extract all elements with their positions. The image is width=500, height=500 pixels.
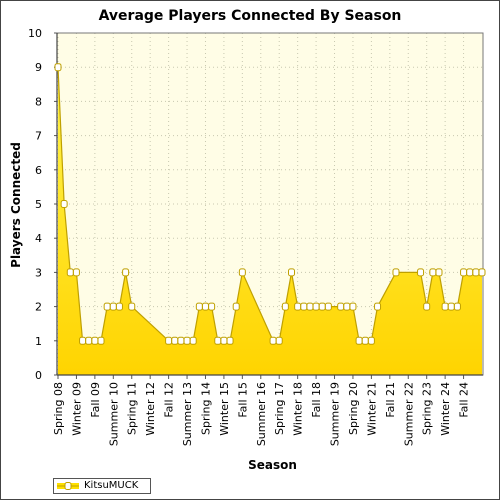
x-tick-label: Summer 10	[107, 382, 120, 446]
data-point	[72, 268, 80, 277]
y-tick-label: 7	[35, 130, 42, 143]
data-point	[165, 336, 173, 345]
x-tick-label: Spring 20	[347, 382, 360, 435]
data-point	[478, 268, 486, 277]
data-point	[183, 336, 191, 345]
data-point	[91, 336, 99, 345]
data-point	[275, 336, 283, 345]
legend-label: KitsuMUCK	[84, 480, 139, 491]
data-point	[349, 302, 357, 311]
x-tick-label: Fall 21	[384, 382, 397, 418]
x-tick-label: Fall 09	[89, 382, 102, 418]
data-point	[171, 336, 179, 345]
data-point	[79, 336, 87, 345]
data-point	[214, 336, 222, 345]
data-point	[226, 336, 234, 345]
data-point	[269, 336, 277, 345]
y-tick-label: 3	[35, 266, 42, 279]
y-tick-label: 0	[35, 369, 42, 382]
x-tick-label: Winter 15	[218, 382, 231, 436]
y-tick-label: 9	[35, 61, 42, 74]
y-tick-label: 10	[28, 27, 42, 40]
data-point	[189, 336, 197, 345]
data-point	[60, 200, 68, 208]
data-point	[374, 302, 382, 311]
data-point	[361, 336, 369, 345]
data-point	[423, 302, 431, 311]
data-point	[177, 336, 185, 345]
data-point	[392, 268, 400, 277]
data-point	[417, 268, 425, 277]
data-point	[109, 302, 117, 311]
data-point	[294, 302, 302, 311]
data-point	[306, 302, 314, 311]
x-tick-label: Fall 18	[310, 382, 323, 418]
x-tick-label: Spring 08	[52, 382, 65, 435]
chart-title: Average Players Connected By Season	[98, 8, 402, 24]
x-tick-label: Spring 17	[273, 382, 286, 435]
x-tick-label: Fall 24	[458, 382, 471, 418]
y-tick-label: 4	[35, 232, 42, 245]
data-point	[441, 302, 449, 311]
x-tick-label: Summer 19	[329, 382, 342, 446]
x-tick-label: Fall 15	[236, 382, 249, 418]
legend-swatch	[57, 482, 79, 490]
x-tick-label: Fall 12	[163, 382, 176, 418]
data-point	[208, 302, 216, 311]
data-point	[115, 302, 123, 311]
data-point	[201, 302, 209, 311]
data-point	[435, 268, 443, 277]
data-point	[195, 302, 203, 311]
data-point	[460, 268, 468, 277]
data-point	[447, 302, 455, 311]
x-tick-label: Spring 23	[421, 382, 434, 435]
data-point	[324, 302, 332, 311]
data-point	[122, 268, 130, 277]
x-axis-title: Season	[248, 458, 297, 472]
data-point	[300, 302, 308, 311]
x-tick-label: Spring 14	[199, 382, 212, 435]
x-tick-label: Winter 09	[70, 382, 83, 436]
data-point	[466, 268, 474, 277]
y-tick-label: 6	[35, 164, 42, 177]
data-point	[312, 302, 320, 311]
y-tick-label: 8	[35, 95, 42, 108]
y-tick-label: 1	[35, 335, 42, 348]
data-point	[232, 302, 240, 311]
x-tick-label: Winter 21	[365, 382, 378, 436]
data-point	[238, 268, 246, 277]
x-tick-label: Summer 16	[255, 382, 268, 446]
data-point	[128, 302, 136, 311]
data-point	[97, 336, 105, 345]
x-tick-label: Summer 22	[402, 382, 415, 446]
data-point	[429, 268, 437, 277]
data-point	[220, 336, 228, 345]
x-tick-label: Winter 12	[144, 382, 157, 436]
data-point	[318, 302, 326, 311]
data-point	[54, 63, 62, 72]
data-point	[343, 302, 351, 311]
x-tick-label: Spring 11	[126, 382, 139, 435]
y-tick-label: 2	[35, 301, 42, 314]
data-point	[337, 302, 345, 311]
data-point	[281, 302, 289, 311]
data-point	[453, 302, 461, 311]
legend: KitsuMUCK	[53, 478, 151, 494]
data-point	[288, 268, 296, 277]
data-point	[355, 336, 363, 345]
x-tick-label: Summer 13	[181, 382, 194, 446]
data-point	[367, 336, 375, 345]
x-tick-label: Winter 24	[439, 382, 452, 436]
data-point	[103, 302, 111, 311]
y-tick-label: 5	[35, 198, 42, 211]
data-point	[85, 336, 93, 345]
data-point	[66, 268, 74, 277]
data-point	[472, 268, 480, 277]
x-tick-label: Winter 18	[292, 382, 305, 436]
